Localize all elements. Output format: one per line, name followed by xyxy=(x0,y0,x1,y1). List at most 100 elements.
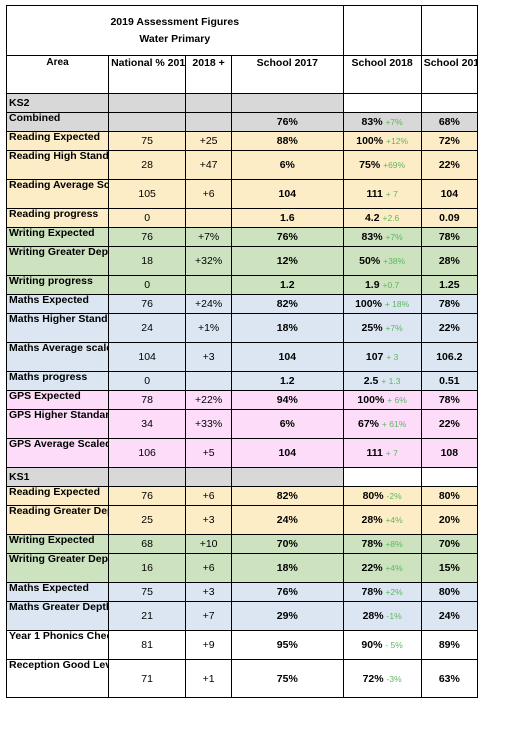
school-2019-cell: 78% xyxy=(420,390,479,410)
table-row: Reading progress 0 1.6 4.2 +2.6 0.09 xyxy=(5,208,479,228)
title-spacer-cell xyxy=(420,5,479,56)
school-2018-cell: 111 + 7 xyxy=(342,438,422,468)
school-2019-cell: 0.09 xyxy=(420,208,479,228)
header-school-2019: School 2019 xyxy=(420,55,479,94)
school-2018-value: 67% xyxy=(357,418,379,430)
school-2018-value: 107 xyxy=(365,351,384,363)
school-2018-value: 100% xyxy=(355,298,382,310)
national-cell: 21 xyxy=(108,601,187,631)
section-cell xyxy=(185,93,233,113)
national-cell: 68 xyxy=(108,534,187,554)
table-row: Writing Expected 76 +7% 76% 83% +7% 78% xyxy=(5,227,479,247)
national-cell: 0 xyxy=(108,275,187,295)
table-row: GPS Expected 78 +22% 94% 100% + 6% 78% xyxy=(5,390,479,410)
school-2017-cell: 104 xyxy=(231,438,344,468)
national-cell: 71 xyxy=(108,659,187,698)
school-2018-change: -2% xyxy=(386,491,402,501)
change-2018-cell: +3 xyxy=(185,342,233,372)
school-2018-cell: 111 + 7 xyxy=(342,179,422,209)
school-2017-cell: 75% xyxy=(231,659,344,698)
area-cell: Writing Expected xyxy=(5,227,110,247)
national-cell: 76 xyxy=(108,227,187,247)
area-cell: Writing progress xyxy=(5,275,110,295)
school-2018-change: +2.6 xyxy=(382,213,400,223)
table-row: Maths Higher Standard24+1%18%25% +7%22% xyxy=(5,313,479,343)
area-cell: Combined xyxy=(5,112,110,132)
national-cell: 105 xyxy=(108,179,187,209)
school-2018-value: 83% xyxy=(361,231,383,243)
school-2017-cell: 1.2 xyxy=(231,371,344,391)
header-change-2018: 2018 + xyxy=(185,55,233,94)
school-2019-cell: 80% xyxy=(420,486,479,506)
table-row: Combined 76% 83% +7% 68% xyxy=(5,112,479,132)
change-2018-cell: +6 xyxy=(185,486,233,506)
school-2019-cell: 68% xyxy=(420,112,479,132)
school-2018-cell: 100% + 18% xyxy=(342,294,422,314)
school-2018-value: 75% xyxy=(359,159,381,171)
school-2018-value: 100% xyxy=(357,394,385,406)
school-2019-cell: 80% xyxy=(420,582,479,602)
school-2018-cell: 80% -2% xyxy=(342,486,422,506)
school-2018-value: 50% xyxy=(359,255,381,267)
section-label: KS1 xyxy=(5,467,110,487)
area-cell: Reading Greater Depth xyxy=(5,505,110,535)
school-2018-cell: 90% - 5% xyxy=(342,630,422,660)
school-2018-change: + 3 xyxy=(386,352,399,362)
school-2018-value: 25% xyxy=(361,322,383,334)
change-2018-cell xyxy=(185,275,233,295)
area-cell: Writing Greater Depth xyxy=(5,246,110,276)
school-2019-cell: 20% xyxy=(420,505,479,535)
change-2018-cell: +5 xyxy=(185,438,233,468)
change-2018-cell: +1% xyxy=(185,313,233,343)
header-school-2018: School 2018 xyxy=(342,55,422,94)
school-2019-cell: 1.25 xyxy=(420,275,479,295)
school-2019-cell: 108 xyxy=(420,438,479,468)
school-2019-cell: 63% xyxy=(420,659,479,698)
table-row: Maths Expected 76 +24% 82% 100% + 18% 78% xyxy=(5,294,479,314)
school-2017-cell: 104 xyxy=(231,342,344,372)
school-2019-cell: 104 xyxy=(420,179,479,209)
school-2018-change: -1% xyxy=(386,611,402,621)
area-cell: Maths Average scaled Score xyxy=(5,342,110,372)
school-2018-value: 28% xyxy=(361,514,383,526)
change-2018-cell: +24% xyxy=(185,294,233,314)
school-2017-cell: 76% xyxy=(231,112,344,132)
section-label: KS2 xyxy=(5,93,110,113)
school-2017-cell: 82% xyxy=(231,294,344,314)
school-2018-change: + 18% xyxy=(384,299,410,309)
national-cell: 25 xyxy=(108,505,187,535)
school-2019-cell: 89% xyxy=(420,630,479,660)
school-2019-cell: 24% xyxy=(420,601,479,631)
table-body: 2019 Assessment Figures Water Primary Ar… xyxy=(5,5,479,698)
school-2018-cell: 107 + 3 xyxy=(342,342,422,372)
school-2017-cell: 18% xyxy=(231,313,344,343)
change-2018-cell: +33% xyxy=(185,409,233,439)
area-cell: GPS Higher Standard xyxy=(5,409,110,439)
school-2017-cell: 29% xyxy=(231,601,344,631)
school-2018-change: +8% xyxy=(385,539,403,549)
table-row: GPS Higher Standard 34 +33% 6% 67% + 61% 22% xyxy=(5,409,479,439)
school-2018-value: 100% xyxy=(356,135,384,147)
area-cell: Reading Average Scaled Score xyxy=(5,179,110,209)
school-2018-cell: 22% +4% xyxy=(342,553,422,583)
school-2018-cell: 28% -1% xyxy=(342,601,422,631)
section-cell xyxy=(342,93,422,113)
change-2018-cell: +6 xyxy=(185,553,233,583)
area-cell: Maths Expected xyxy=(5,582,110,602)
national-cell: 34 xyxy=(108,409,187,439)
table-row: Reception Good Level of Development71+17… xyxy=(5,659,479,698)
section-cell xyxy=(185,467,233,487)
change-2018-cell: +1 xyxy=(185,659,233,698)
school-2018-cell: 78% +2% xyxy=(342,582,422,602)
school-2018-cell: 4.2 +2.6 xyxy=(342,208,422,228)
change-2018-cell: +3 xyxy=(185,505,233,535)
school-2018-change: +7% xyxy=(385,117,403,127)
school-2018-change: - 5% xyxy=(385,640,403,650)
table-row: Reading High Standard28+476%75% +69%22% xyxy=(5,150,479,180)
area-cell: Writing Expected xyxy=(5,534,110,554)
national-cell: 16 xyxy=(108,553,187,583)
school-2018-value: 111 xyxy=(366,447,383,459)
table-row: Reading Greater Depth25+324%28% +4%20% xyxy=(5,505,479,535)
school-2017-cell: 104 xyxy=(231,179,344,209)
